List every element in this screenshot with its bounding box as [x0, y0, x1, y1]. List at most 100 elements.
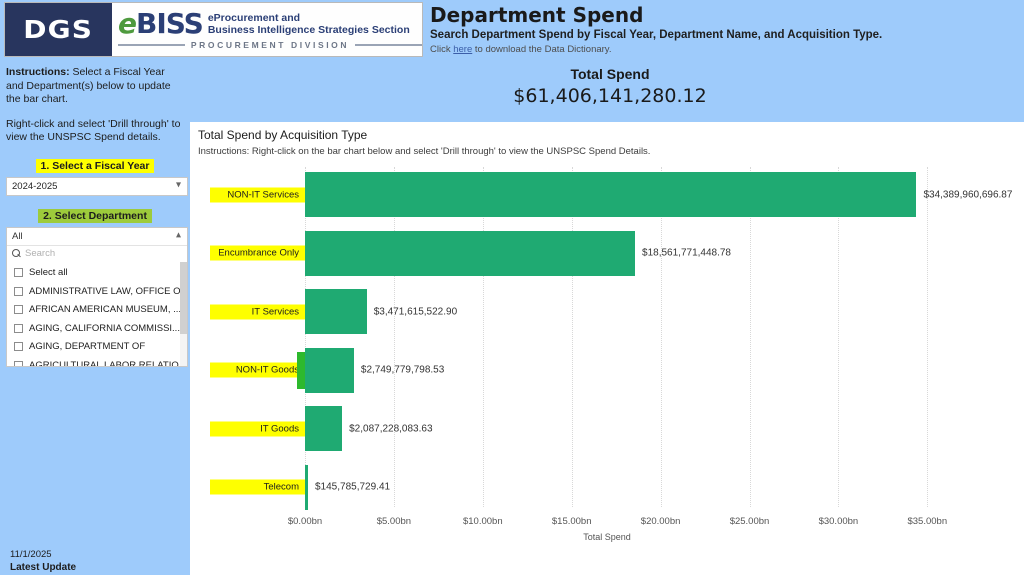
grid-line	[571, 167, 573, 507]
ebiss-subtitle-line2: Business Intelligence Strategies Section	[207, 23, 410, 36]
ebiss-subtitle: eProcurement and Business Intelligence S…	[208, 12, 410, 36]
department-slicer[interactable]: All ▴ Search Select all ADMINISTRATIVE L…	[6, 226, 188, 367]
ebiss-biss-letters: BISS	[136, 6, 204, 40]
list-item[interactable]: ADMINISTRATIVE LAW, OFFICE OF	[7, 282, 187, 301]
bar-chart-plot[interactable]: Total Spend $0.00bn $5.00bn $10.00bn $15.00…	[190, 167, 1024, 575]
bar-category-label: NON-IT Goods	[210, 362, 305, 378]
department-list[interactable]: Select all ADMINISTRATIVE LAW, OFFICE OF…	[7, 262, 187, 366]
department-search-input[interactable]: Search	[25, 248, 56, 259]
procurement-division-label: PROCUREMENT DIVISION	[190, 39, 350, 50]
step2-row: 2. Select Department	[6, 206, 184, 224]
list-item[interactable]: AGING, CALIFORNIA COMMISSI...	[7, 319, 187, 338]
bar-category-label: Encumbrance Only	[210, 245, 305, 261]
grid-line	[838, 167, 840, 507]
brand-logo-strip: DGS eBISS eProcurement and Business Inte…	[4, 2, 423, 57]
department-search-row[interactable]: Search	[7, 244, 187, 262]
latest-update-date: 11/1/2025	[10, 549, 52, 560]
list-item[interactable]: AGING, DEPARTMENT OF	[7, 338, 187, 357]
x-axis-title: Total Spend	[583, 532, 631, 542]
list-item[interactable]: AGRICULTURAL LABOR RELATIO...	[7, 356, 187, 366]
link-prefix-text: Click	[430, 44, 454, 55]
bar-category-label: IT Goods	[210, 421, 305, 436]
bar[interactable]	[305, 230, 636, 276]
bar-value-label: $145,785,729.41	[315, 481, 391, 493]
chart-title: Total Spend by Acquisition Type	[198, 128, 368, 142]
x-axis-tick-label: $10.00bn	[462, 516, 503, 527]
dgs-logo: DGS	[5, 3, 112, 56]
page-header: Department Spend Search Department Spend…	[430, 3, 990, 55]
bar-value-label: $18,561,771,448.78	[642, 247, 731, 259]
list-item[interactable]: Select all	[7, 264, 187, 283]
checkbox-icon[interactable]	[14, 286, 23, 296]
total-spend-label: Total Spend	[570, 66, 650, 82]
x-axis-tick-label: $25.00bn	[729, 516, 770, 527]
bar[interactable]	[305, 406, 343, 451]
data-dictionary-link[interactable]: here	[453, 44, 473, 55]
fiscal-year-value: 2024-2025	[12, 180, 58, 192]
grid-line	[927, 167, 929, 507]
grid-line	[305, 167, 306, 507]
latest-update-label: Latest Update	[10, 562, 77, 573]
chevron-up-icon[interactable]: ▴	[175, 229, 181, 241]
department-slicer-value: All	[12, 230, 23, 242]
ebiss-logo-text: eBISS	[118, 6, 204, 40]
checkbox-icon[interactable]	[14, 268, 23, 278]
ebiss-logo: eBISS eProcurement and Business Intellig…	[112, 3, 423, 56]
step2-label: 2. Select Department	[38, 208, 152, 223]
chart-instructions: Instructions: Right-click on the bar cha…	[198, 146, 651, 157]
latest-update-block: 11/1/2025 Latest Update	[10, 549, 76, 573]
step1-label: 1. Select a Fiscal Year	[35, 158, 155, 173]
dgs-logo-text: DGS	[23, 15, 94, 44]
x-axis-tick-label: $15.00bn	[551, 516, 592, 527]
checkbox-icon[interactable]	[14, 342, 23, 352]
sidebar: Instructions: Select a Fiscal Year and D…	[0, 60, 190, 575]
x-axis-tick-label: $20.00bn	[640, 516, 681, 527]
page-subtitle: Search Department Spend by Fiscal Year, …	[430, 29, 883, 41]
checkbox-icon[interactable]	[14, 305, 23, 315]
page-title: Department Spend	[430, 3, 644, 27]
link-suffix-text: to download the Data Dictionary.	[472, 44, 612, 55]
department-scrollbar-thumb[interactable]	[180, 261, 187, 334]
chevron-down-icon: ▾	[175, 179, 181, 191]
search-icon	[12, 249, 21, 258]
department-slicer-header[interactable]: All ▴	[7, 228, 187, 245]
checkbox-icon[interactable]	[14, 360, 23, 366]
bar-value-label: $2,087,228,083.63	[349, 423, 433, 434]
sidebar-instructions: Instructions: Select a Fiscal Year and D…	[6, 66, 184, 107]
ebiss-subtitle-line1: eProcurement and	[207, 11, 301, 24]
list-item-label: AGING, DEPARTMENT OF	[29, 341, 146, 353]
total-spend-kpi: Total Spend $61,406,141,280.12	[430, 66, 790, 107]
bar-category-label: NON-IT Services	[210, 187, 305, 202]
grid-line	[749, 167, 751, 507]
ebiss-logo-row: eBISS eProcurement and Business Intellig…	[118, 6, 422, 40]
list-item-label: AFRICAN AMERICAN MUSEUM, ...	[29, 304, 182, 316]
bar[interactable]	[305, 289, 367, 334]
fiscal-year-select[interactable]: 2024-2025 ▾	[6, 176, 188, 196]
sidebar-instructions-2: Right-click and select 'Drill through' t…	[6, 117, 181, 144]
grid-line	[393, 167, 395, 507]
bar-value-label: $34,389,960,696.87	[923, 189, 1013, 200]
x-axis-tick-label: $30.00bn	[818, 516, 859, 527]
instructions-bold-label: Instructions:	[6, 66, 70, 78]
x-axis-tick-label: $0.00bn	[287, 516, 323, 527]
divider-left	[118, 43, 185, 46]
bar[interactable]	[305, 172, 917, 217]
bar[interactable]	[305, 464, 308, 510]
data-dictionary-line: Click here to download the Data Dictiona…	[430, 44, 990, 55]
chart-panel: Total Spend by Acquisition Type Instruct…	[190, 122, 1024, 575]
step1-row: 1. Select a Fiscal Year	[6, 156, 184, 174]
total-spend-value: $61,406,141,280.12	[513, 85, 707, 107]
bar-category-label: Telecom	[210, 479, 305, 495]
grid-line	[482, 167, 484, 507]
list-item-label: ADMINISTRATIVE LAW, OFFICE OF	[29, 285, 187, 297]
procurement-division-row: PROCUREMENT DIVISION	[118, 39, 423, 50]
bar[interactable]	[305, 347, 354, 393]
ebiss-e-letter: e	[118, 6, 137, 40]
list-item[interactable]: AFRICAN AMERICAN MUSEUM, ...	[7, 301, 187, 320]
x-axis-tick-label: $35.00bn	[907, 516, 948, 527]
divider-right	[355, 43, 423, 46]
instructions-text: Select a Fiscal Year and Department(s) b…	[6, 66, 171, 105]
x-axis-tick-label: $5.00bn	[376, 516, 412, 527]
checkbox-icon[interactable]	[14, 323, 23, 333]
